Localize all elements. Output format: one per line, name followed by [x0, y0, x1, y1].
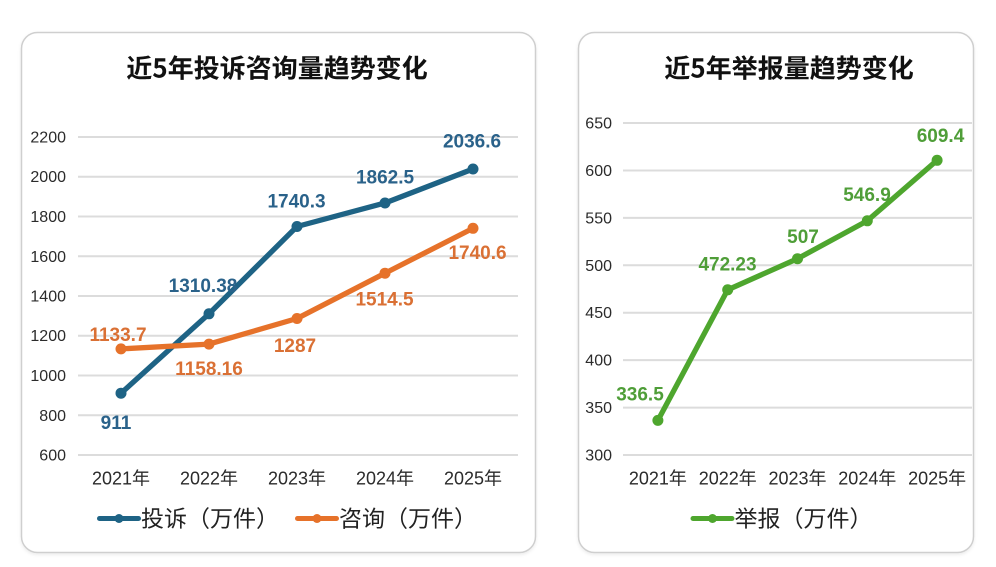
svg-text:2024: 2024: [356, 469, 396, 489]
svg-text:650: 650: [585, 116, 612, 133]
svg-text:350: 350: [585, 400, 612, 417]
svg-text:2036.6: 2036.6: [443, 132, 501, 153]
svg-text:600: 600: [39, 448, 66, 465]
svg-text:800: 800: [39, 408, 66, 425]
svg-text:1310.38: 1310.38: [169, 276, 238, 297]
svg-text:1287: 1287: [274, 336, 316, 357]
svg-text:500: 500: [585, 258, 612, 275]
svg-text:2023: 2023: [268, 469, 308, 489]
svg-text:450: 450: [585, 305, 612, 322]
svg-text:1862.5: 1862.5: [356, 168, 415, 189]
svg-text:2200: 2200: [30, 130, 66, 147]
svg-text:400: 400: [585, 353, 612, 370]
svg-text:300: 300: [585, 448, 612, 465]
svg-text:1600: 1600: [30, 249, 66, 266]
svg-text:911: 911: [101, 413, 132, 434]
svg-text:472.23: 472.23: [698, 255, 756, 276]
svg-text:1158.16: 1158.16: [175, 359, 243, 380]
svg-text:2021: 2021: [92, 469, 132, 489]
svg-text:1133.7: 1133.7: [89, 325, 146, 346]
svg-text:1200: 1200: [30, 328, 66, 345]
svg-text:600: 600: [585, 163, 612, 180]
svg-text:2000: 2000: [30, 169, 66, 186]
svg-text:2025: 2025: [444, 469, 484, 489]
svg-text:336.5: 336.5: [616, 385, 664, 406]
svg-text:1740.3: 1740.3: [267, 192, 325, 213]
svg-text:2021: 2021: [629, 469, 669, 489]
svg-text:2022: 2022: [699, 469, 739, 489]
svg-text:1740.6: 1740.6: [448, 243, 506, 264]
svg-text:1000: 1000: [30, 368, 66, 385]
svg-text:609.4: 609.4: [917, 126, 965, 147]
svg-text:2022: 2022: [180, 469, 220, 489]
svg-text:507: 507: [787, 227, 819, 248]
svg-text:550: 550: [585, 210, 612, 227]
svg-text:1400: 1400: [30, 289, 66, 306]
svg-text:2025: 2025: [908, 469, 948, 489]
svg-text:2024: 2024: [838, 469, 878, 489]
svg-text:1800: 1800: [30, 209, 66, 226]
svg-text:546.9: 546.9: [843, 185, 891, 206]
svg-text:2023: 2023: [769, 469, 809, 489]
svg-text:1514.5: 1514.5: [355, 290, 414, 311]
